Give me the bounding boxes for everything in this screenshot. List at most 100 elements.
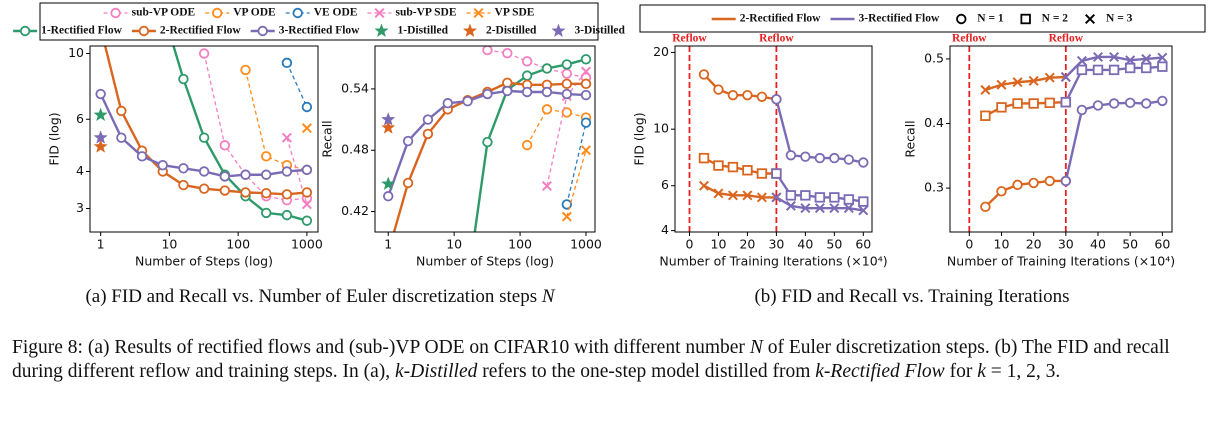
series-line <box>985 75 1066 92</box>
data-point <box>198 132 210 143</box>
series-line <box>566 122 587 205</box>
legend-marker <box>473 7 484 19</box>
series-line <box>526 108 587 146</box>
y-axis-label: FID (log) <box>632 112 647 165</box>
legend-marker <box>462 23 478 38</box>
data-point <box>858 157 869 168</box>
data-point <box>1157 95 1168 107</box>
data-point <box>1092 100 1104 111</box>
legend-label: 2-Rectified Flow <box>160 25 241 37</box>
axes-frame <box>374 45 596 233</box>
series-line <box>566 150 587 217</box>
data-point <box>402 135 414 147</box>
x-tick-label: 20 <box>739 237 755 252</box>
data-point <box>116 132 127 143</box>
legend-label: VE ODE <box>314 7 358 19</box>
data-point <box>1060 96 1072 108</box>
y-tick-label: 6 <box>661 177 669 192</box>
x-tick-label: 60 <box>855 237 871 252</box>
data-point <box>580 78 592 90</box>
data-point <box>1141 53 1152 64</box>
data-point <box>561 211 572 222</box>
data-point <box>301 187 313 198</box>
legend-label: 2-Rectified Flow <box>740 13 821 25</box>
data-point <box>785 190 797 201</box>
data-point <box>198 166 210 177</box>
legend-marker <box>551 23 566 38</box>
x-tick-label: 30 <box>1058 237 1074 252</box>
x-tick-label: 1000 <box>570 237 602 252</box>
data-point <box>1124 97 1136 109</box>
data-point <box>178 73 189 85</box>
data-point <box>442 98 453 109</box>
data-point <box>219 185 231 196</box>
x-axis-label: Number of Training Iterations (×10⁴) <box>659 254 887 269</box>
figure-caption: Figure 8: (a) Results of rectified flows… <box>12 336 1204 384</box>
data-point <box>561 88 573 100</box>
legend-marker <box>211 7 223 19</box>
data-point <box>1092 64 1104 76</box>
series-line <box>286 62 308 108</box>
data-point <box>541 181 552 192</box>
data-point <box>1141 62 1152 74</box>
x-tick-label: 1 <box>97 237 105 252</box>
data-point <box>402 177 414 189</box>
data-point <box>381 112 396 126</box>
data-point <box>1108 98 1120 109</box>
caption-text: k-Rectified Flow <box>815 361 945 382</box>
data-point <box>561 59 573 70</box>
x-tick-label: 10 <box>161 237 177 252</box>
data-point <box>521 139 533 151</box>
subcaption: (b) FID and Recall vs. Training Iteratio… <box>754 286 1069 308</box>
y-tick-label: 0.48 <box>341 142 369 157</box>
data-point <box>301 164 313 176</box>
legend-label: 3-Distilled <box>574 25 625 37</box>
legend-marker <box>292 7 303 19</box>
data-point <box>1028 98 1039 109</box>
plot-area <box>381 46 592 232</box>
data-point <box>261 207 272 219</box>
data-point <box>116 105 127 117</box>
data-point <box>996 102 1007 113</box>
data-point <box>95 88 106 100</box>
data-point <box>829 192 840 203</box>
caption-text: k <box>977 361 986 382</box>
data-point <box>462 95 473 107</box>
x-axis-label: Number of Steps (log) <box>416 254 554 269</box>
legend-marker <box>1020 13 1031 25</box>
legend-label: N = 2 <box>1042 13 1069 25</box>
y-tick-label: 4 <box>661 222 669 237</box>
data-point <box>698 152 710 164</box>
data-point <box>814 152 826 164</box>
legend-label: 3-Rectified Flow <box>279 25 360 37</box>
legend-marker <box>374 7 385 19</box>
x-tick-label: 10 <box>711 237 727 252</box>
data-point <box>1044 175 1055 187</box>
data-point <box>301 199 312 210</box>
data-point <box>1028 75 1039 86</box>
data-point <box>422 114 434 125</box>
data-point <box>561 68 573 79</box>
data-point <box>1124 62 1136 74</box>
data-point <box>541 104 553 115</box>
y-tick-label: 10 <box>653 121 669 136</box>
data-point <box>1060 71 1071 83</box>
data-point <box>281 57 293 69</box>
legend-marker <box>257 25 268 37</box>
y-axis-label: FID (log) <box>47 112 62 165</box>
data-point <box>261 169 272 180</box>
data-point <box>698 69 710 80</box>
data-point <box>502 85 513 97</box>
y-tick-label: 0.3 <box>924 180 944 195</box>
data-point <box>800 203 811 214</box>
data-point <box>261 187 272 199</box>
legend-label: 3-Rectified Flow <box>858 13 939 25</box>
legend-marker <box>956 13 967 25</box>
data-point <box>1076 64 1088 76</box>
legend-row: 2-Rectified Flow 3-Rectified Flow N = 1 N =… <box>711 13 1133 25</box>
data-point <box>996 186 1007 197</box>
data-point <box>580 89 592 101</box>
data-point <box>383 191 394 202</box>
